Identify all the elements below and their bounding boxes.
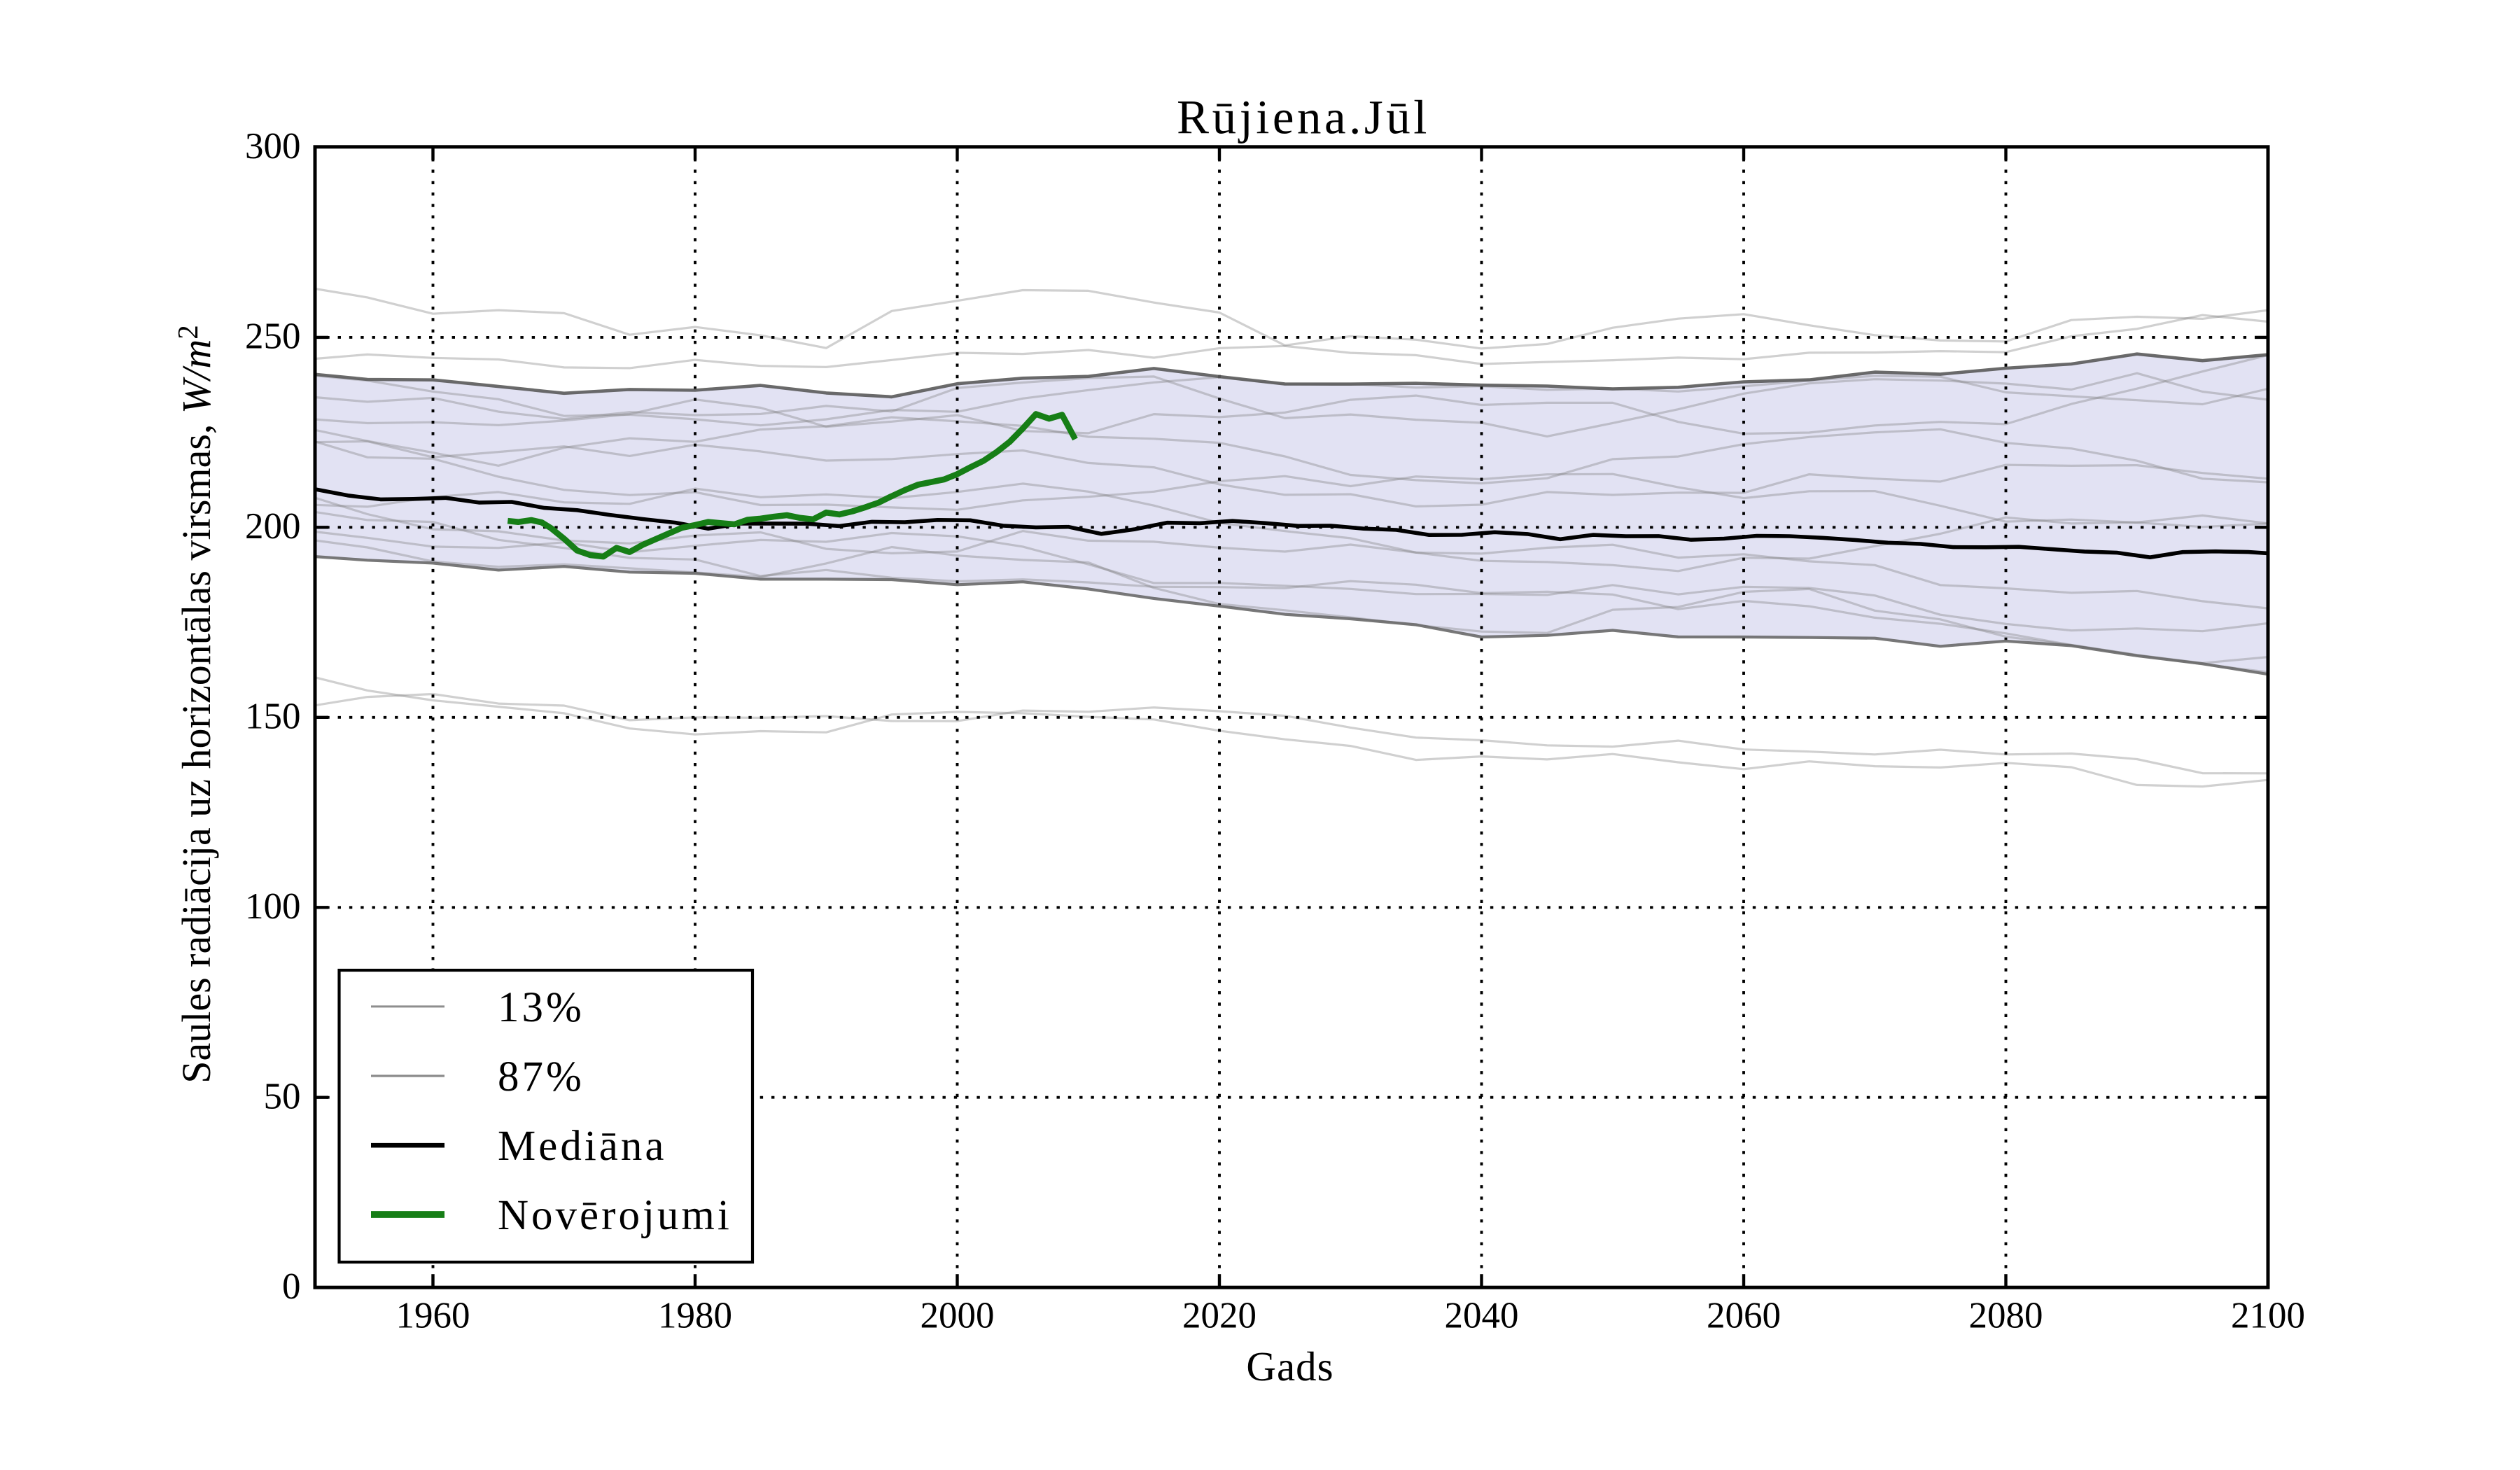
svg-text:87%: 87% (498, 1054, 584, 1100)
svg-text:2080: 2080 (1969, 1295, 2043, 1336)
svg-text:Novērojumi: Novērojumi (498, 1192, 732, 1239)
svg-text:250: 250 (245, 316, 301, 357)
svg-text:13%: 13% (498, 984, 584, 1031)
svg-text:200: 200 (245, 506, 301, 547)
svg-text:50: 50 (264, 1077, 301, 1117)
svg-text:2000: 2000 (920, 1295, 995, 1336)
svg-text:2100: 2100 (2231, 1295, 2305, 1336)
svg-text:2020: 2020 (1182, 1295, 1256, 1336)
svg-text:Gads: Gads (1246, 1343, 1334, 1390)
svg-text:2040: 2040 (1445, 1295, 1519, 1336)
svg-text:100: 100 (245, 886, 301, 927)
svg-text:300: 300 (245, 126, 301, 167)
svg-text:Mediāna: Mediāna (498, 1123, 666, 1170)
svg-text:Rūjiena.Jūl: Rūjiena.Jūl (1177, 90, 1430, 144)
svg-text:1960: 1960 (396, 1295, 470, 1336)
svg-text:Saules radiācija uz horizontāl: Saules radiācija uz horizontālas virsmas… (172, 325, 219, 1084)
svg-text:2060: 2060 (1707, 1295, 1781, 1336)
svg-text:150: 150 (245, 696, 301, 737)
svg-text:1980: 1980 (658, 1295, 732, 1336)
svg-text:0: 0 (282, 1266, 301, 1307)
